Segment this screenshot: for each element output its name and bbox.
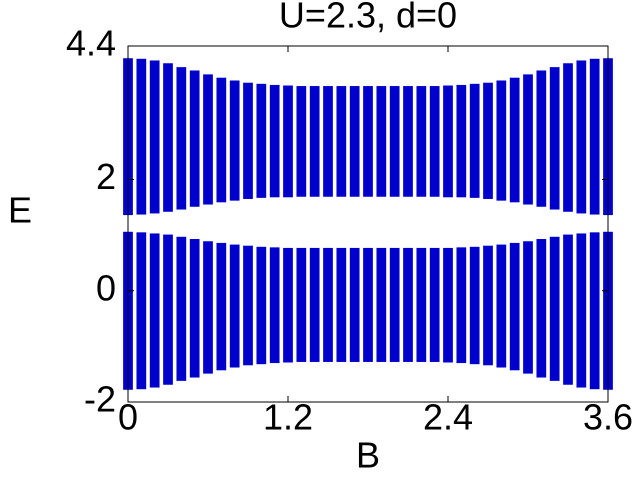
- band-column: [589, 232, 600, 390]
- band-column: [509, 77, 520, 203]
- band-column: [429, 86, 440, 197]
- band-column: [229, 244, 240, 368]
- band-column: [389, 86, 400, 197]
- band-column: [163, 63, 173, 212]
- band-column: [416, 86, 427, 197]
- band-column: [323, 86, 333, 197]
- band-column: [269, 247, 280, 364]
- band-column: [576, 60, 587, 214]
- band-column: [203, 241, 213, 374]
- band-column: [363, 86, 373, 197]
- band-column: [283, 85, 293, 198]
- band-column: [469, 246, 480, 365]
- band-column: [189, 70, 200, 207]
- y-tick-label: 0: [96, 267, 116, 308]
- y-tick-label: 2: [96, 156, 116, 197]
- band-column: [256, 83, 267, 198]
- band-column: [176, 236, 187, 381]
- band-column: [336, 247, 347, 362]
- y-axis-label: E: [8, 190, 32, 231]
- band-column: [403, 247, 413, 362]
- band-column: [509, 242, 520, 371]
- band-column: [363, 247, 373, 362]
- band-column: [483, 245, 493, 366]
- band-column: [376, 86, 387, 197]
- band-column: [256, 246, 267, 365]
- band-column: [136, 58, 147, 215]
- band-column: [563, 234, 573, 385]
- x-axis-label: B: [356, 435, 380, 476]
- band-column: [523, 241, 533, 374]
- band-column: [309, 86, 320, 197]
- band-column: [309, 247, 320, 362]
- plot-frame: [127, 45, 609, 403]
- band-column: [496, 80, 507, 201]
- band-column: [189, 239, 200, 378]
- band-column: [536, 70, 547, 207]
- band-column: [523, 74, 533, 205]
- x-tick-label: 0: [118, 397, 138, 438]
- band-column: [136, 232, 147, 390]
- band-column: [216, 242, 227, 371]
- band-column: [336, 86, 347, 197]
- band-column: [456, 247, 467, 364]
- chart-title: U=2.3, d=0: [279, 0, 457, 36]
- band-column: [549, 67, 560, 210]
- band-column: [389, 247, 400, 362]
- band-column: [149, 60, 160, 214]
- band-column: [416, 247, 427, 362]
- band-column: [296, 86, 307, 197]
- band-column: [323, 247, 333, 362]
- band-column: [563, 63, 573, 212]
- band-column: [443, 85, 453, 198]
- band-column: [576, 233, 587, 388]
- band-column: [589, 58, 600, 215]
- band-column: [349, 86, 360, 197]
- band-column: [429, 247, 440, 362]
- band-column: [269, 84, 280, 198]
- band-column: [443, 247, 453, 363]
- band-column: [403, 86, 413, 197]
- y-tick-label: -2: [84, 379, 116, 420]
- band-column: [243, 82, 253, 199]
- band-column: [283, 247, 293, 363]
- band-column: [176, 67, 187, 210]
- band-column: [229, 80, 240, 201]
- band-column: [203, 74, 213, 205]
- band-column: [536, 239, 547, 378]
- x-tick-label: 1.2: [263, 397, 313, 438]
- band-column: [456, 84, 467, 198]
- band-column: [483, 82, 493, 199]
- band-column: [549, 236, 560, 381]
- band-column: [376, 247, 387, 362]
- band-column: [496, 244, 507, 368]
- band-column: [216, 77, 227, 203]
- y-tick-label: 4.4: [66, 23, 116, 64]
- x-tick-label: 2.4: [423, 397, 473, 438]
- band-column: [349, 247, 360, 362]
- band-column: [469, 83, 480, 198]
- band-column: [149, 233, 160, 388]
- x-tick-label: 3.6: [583, 397, 633, 438]
- band-column: [163, 234, 173, 385]
- band-column: [296, 247, 307, 362]
- band-column: [243, 245, 253, 366]
